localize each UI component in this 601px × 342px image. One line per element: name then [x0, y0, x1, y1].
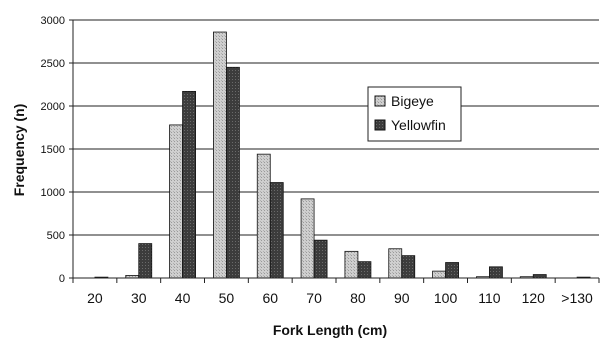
bar-yellowfin-30	[138, 243, 153, 279]
bar-yellowfin-40	[182, 90, 196, 279]
bar-bigeye-60	[256, 153, 271, 279]
bar-bigeye-80	[344, 250, 359, 279]
x-tick-label: 80	[350, 290, 366, 306]
x-axis-title: Fork Length (cm)	[273, 322, 387, 338]
y-tick-label: 2000	[41, 101, 65, 113]
bar-bigeye-40	[169, 124, 183, 279]
legend-swatch-yellowfin	[374, 119, 386, 131]
y-axis-title: Frequency (n)	[11, 104, 27, 197]
bars	[94, 31, 591, 279]
x-tick-label: 90	[394, 290, 410, 306]
bar-yellowfin-90	[401, 255, 416, 279]
x-tick-label: 100	[434, 290, 458, 306]
x-tick-label: 60	[262, 290, 278, 306]
bar-yellowfin-50	[226, 66, 240, 279]
x-tick-label: 70	[306, 290, 322, 306]
y-tick-label: 1000	[41, 187, 65, 199]
bar-yellowfin-80	[357, 261, 372, 279]
bar-bigeye-100	[432, 270, 446, 279]
legend-label-yellowfin: Yellowfin	[391, 117, 446, 133]
legend-swatch-bigeye	[374, 95, 386, 107]
bar-yellowfin-110	[489, 266, 503, 279]
y-tick-label: 3000	[41, 15, 65, 27]
y-tick-label: 1500	[41, 144, 65, 156]
x-tick-label: 20	[87, 290, 103, 306]
y-tick-label: 500	[47, 230, 65, 242]
bar-bigeye-70	[300, 198, 315, 279]
x-axis-ticks: 20 30 40 50 60 70 80 90 100 110 120 >130	[72, 278, 600, 306]
legend-label-bigeye: Bigeye	[391, 93, 434, 109]
x-tick-label: 120	[522, 290, 546, 306]
bar-yellowfin-70	[313, 239, 328, 279]
x-tick-label: >130	[561, 290, 593, 306]
y-axis-ticks: 0 500 1000 1500 2000 2500 3000	[41, 15, 73, 285]
bar-bigeye-50	[213, 31, 227, 279]
y-tick-label: 0	[59, 273, 65, 285]
x-tick-label: 40	[175, 290, 191, 306]
x-tick-label: 50	[219, 290, 235, 306]
x-tick-label: 30	[131, 290, 147, 306]
bar-yellowfin-60	[269, 182, 284, 279]
bar-yellowfin-120	[532, 274, 547, 279]
bar-bigeye-90	[388, 248, 403, 279]
bar-yellowfin-100	[445, 262, 459, 279]
legend: Bigeye Yellowfin	[367, 86, 462, 142]
gridlines	[73, 19, 599, 236]
y-tick-label: 2500	[41, 58, 65, 70]
x-tick-label: 110	[478, 290, 501, 306]
